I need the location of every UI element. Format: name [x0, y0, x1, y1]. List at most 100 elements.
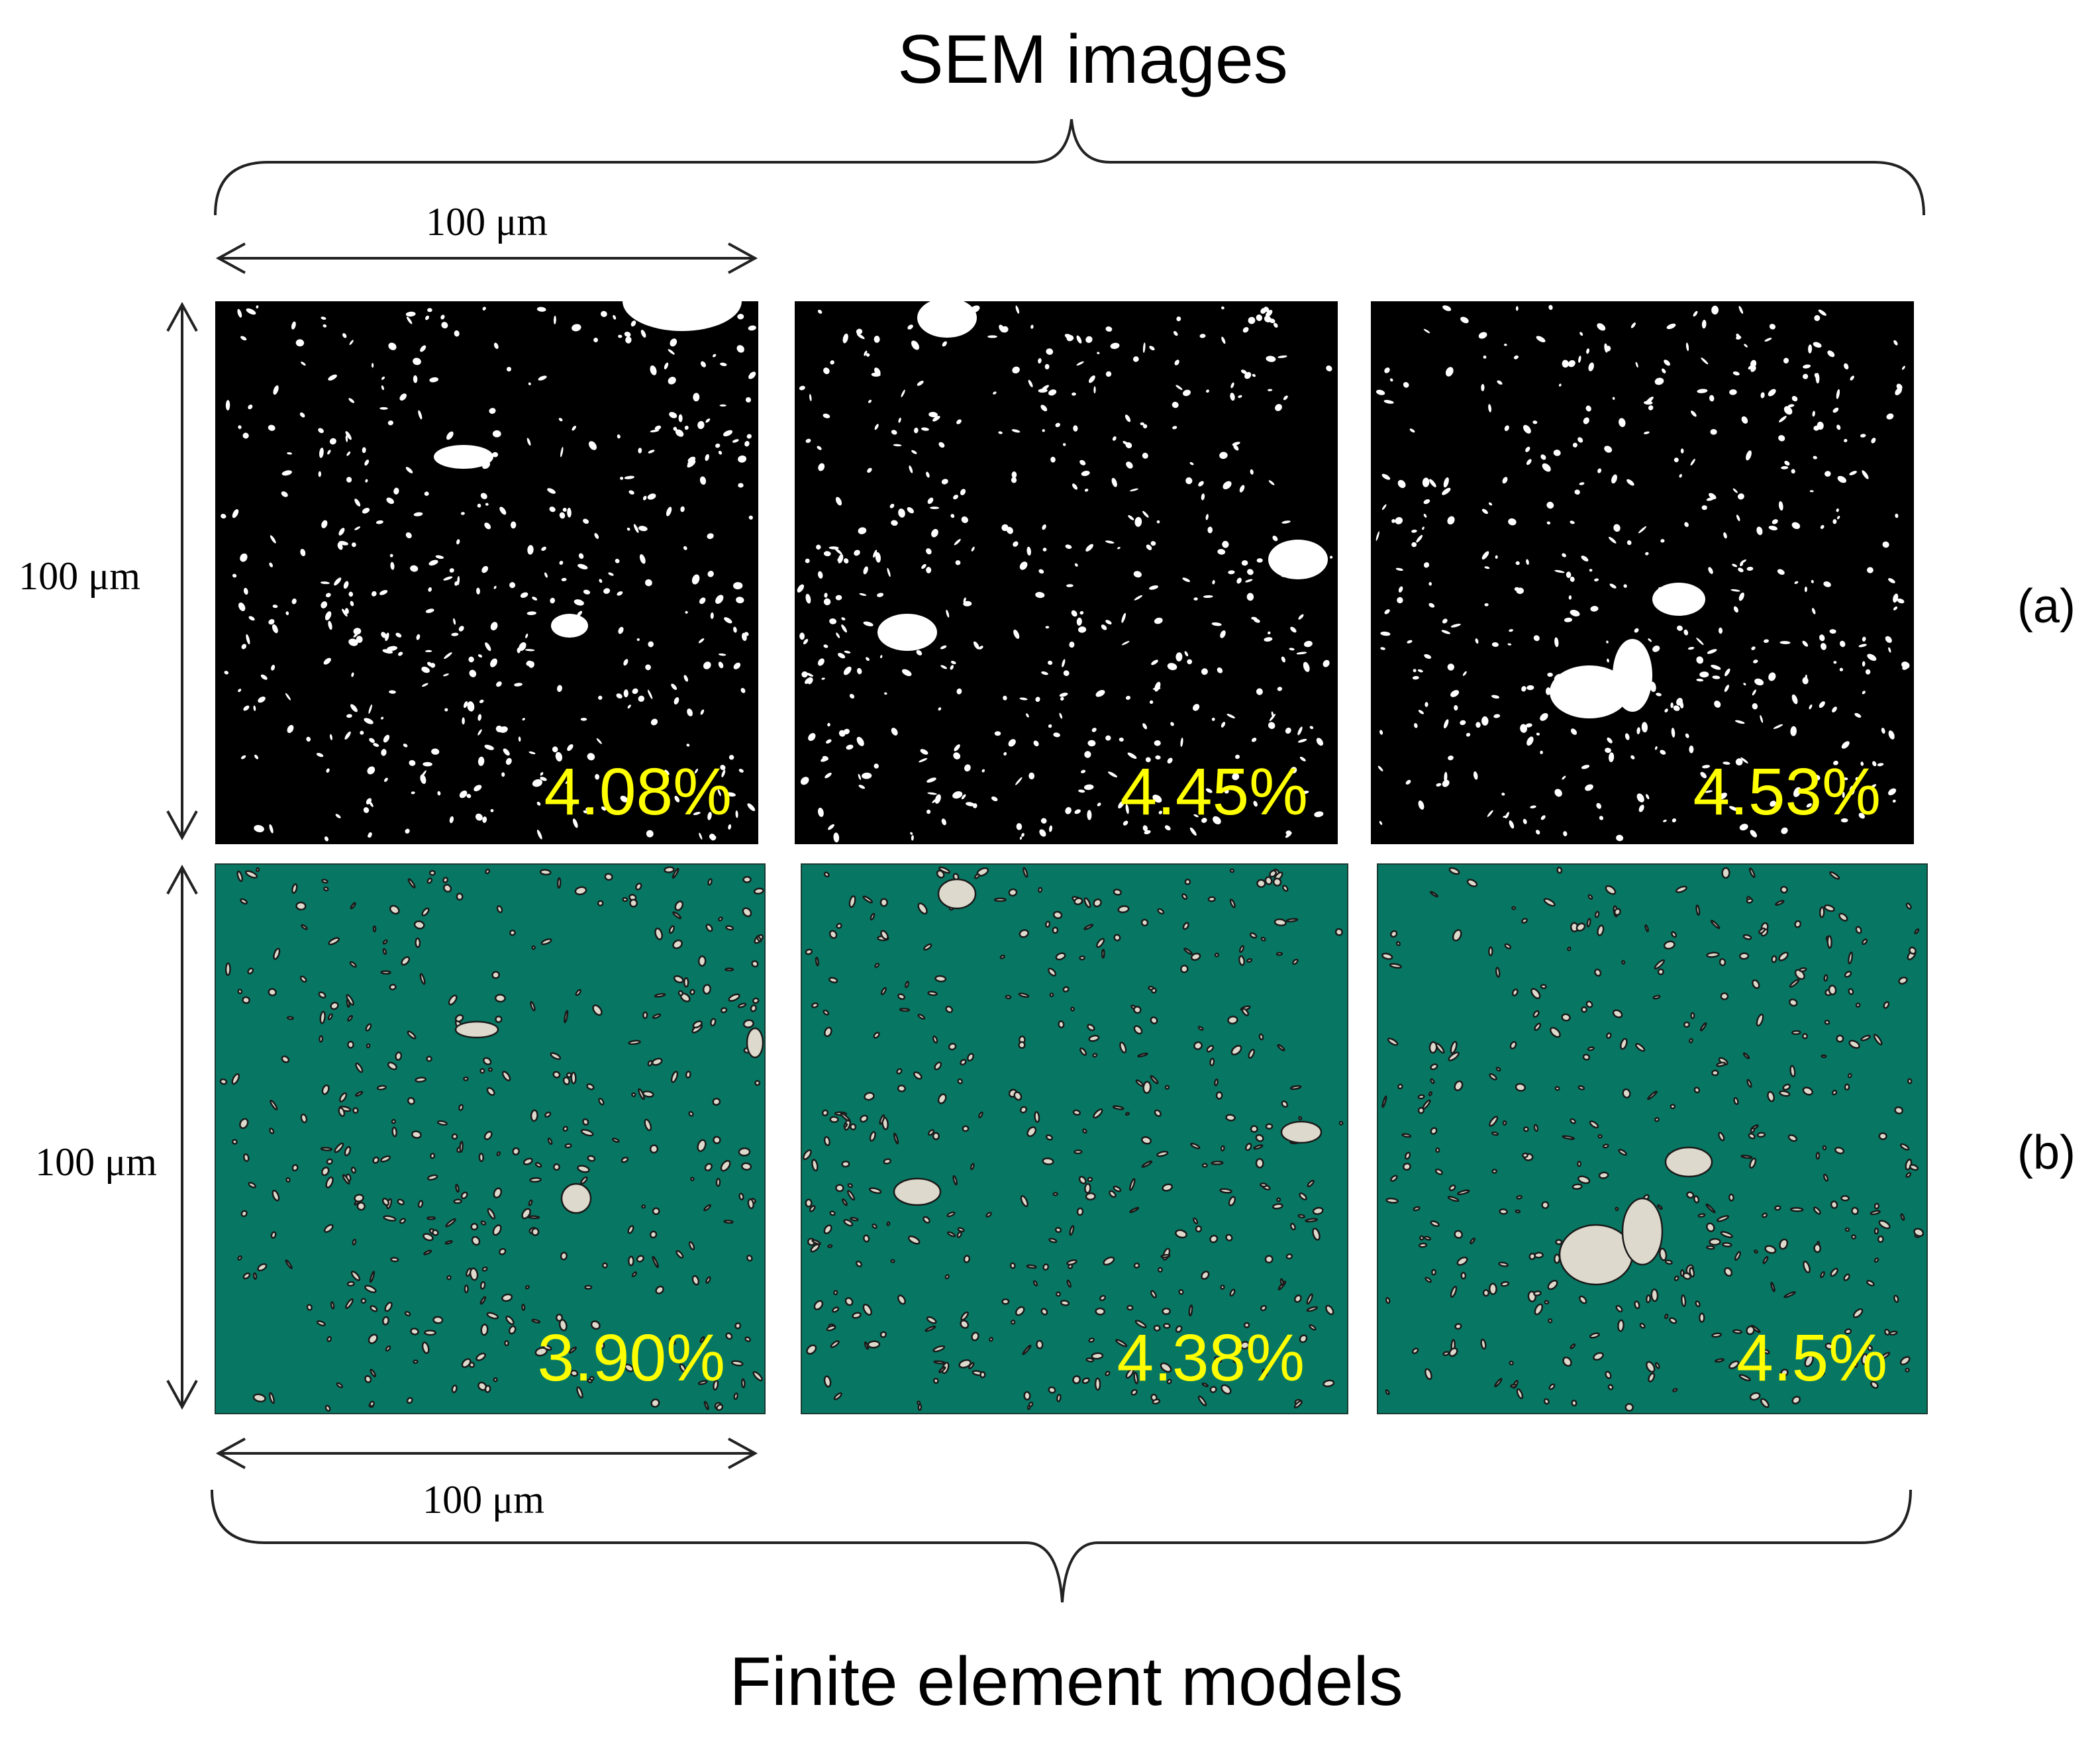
particle — [1802, 677, 1809, 685]
particle — [750, 372, 754, 378]
particle — [1498, 1261, 1509, 1267]
particle — [1101, 948, 1105, 959]
particle — [1309, 1324, 1317, 1331]
particle — [1799, 967, 1807, 973]
particle — [693, 812, 701, 816]
particle — [1405, 1151, 1411, 1160]
particle — [728, 755, 734, 760]
particle — [973, 641, 979, 650]
particle — [1011, 477, 1017, 483]
particle — [405, 467, 413, 473]
particle — [1556, 866, 1563, 874]
particle — [427, 308, 432, 313]
particle — [1026, 1264, 1037, 1269]
particle — [1767, 1091, 1775, 1102]
particle — [797, 584, 805, 593]
particle — [873, 550, 877, 558]
particle — [1746, 1079, 1752, 1088]
particle — [1042, 1263, 1050, 1271]
particle — [1093, 1108, 1103, 1119]
particle — [1723, 761, 1730, 765]
particle — [495, 1015, 503, 1023]
particle — [252, 1272, 258, 1280]
particle — [737, 1002, 747, 1008]
particle — [1574, 489, 1580, 495]
particle — [350, 704, 358, 712]
particle — [1188, 1304, 1193, 1317]
particle — [991, 796, 998, 802]
particle — [1532, 1010, 1540, 1018]
particle — [1105, 540, 1115, 544]
particle — [891, 520, 898, 526]
particle — [1542, 463, 1551, 472]
particle — [1546, 501, 1554, 509]
particle — [490, 622, 498, 631]
particle — [1157, 908, 1165, 915]
particle — [1117, 547, 1121, 550]
particle — [1594, 578, 1599, 582]
particle — [1547, 1279, 1558, 1290]
particle — [858, 527, 867, 534]
particle — [572, 818, 578, 828]
particle — [454, 1014, 464, 1023]
particle — [256, 305, 259, 309]
particle — [1454, 1230, 1464, 1239]
particle — [1579, 332, 1583, 336]
particle — [1808, 344, 1813, 354]
particle — [932, 1132, 940, 1141]
particle — [530, 1109, 538, 1122]
particle — [956, 688, 962, 695]
particle — [494, 994, 506, 1003]
particle — [647, 689, 653, 699]
particle — [724, 617, 732, 624]
particle — [1588, 362, 1594, 371]
particle — [562, 507, 567, 512]
particle — [443, 576, 453, 581]
particle — [1562, 553, 1566, 558]
particle — [560, 446, 564, 458]
particle — [1172, 401, 1179, 409]
particle — [1206, 389, 1209, 393]
particle — [1888, 647, 1891, 653]
particle — [1883, 1001, 1890, 1009]
particle — [1385, 1197, 1399, 1204]
particle — [877, 593, 884, 597]
particle — [1609, 536, 1617, 544]
particle — [1276, 1197, 1281, 1202]
particle — [219, 1078, 228, 1085]
particle — [1563, 831, 1568, 836]
particle — [599, 579, 603, 583]
particle — [1092, 1053, 1098, 1058]
particle — [1877, 1236, 1884, 1243]
particle — [1625, 1403, 1634, 1412]
particle — [993, 391, 997, 395]
particle — [862, 895, 874, 904]
particle — [835, 1184, 844, 1192]
particle — [528, 382, 531, 385]
particle — [291, 321, 296, 330]
particle — [391, 1126, 398, 1138]
particle — [1823, 1173, 1828, 1182]
particle — [1334, 928, 1343, 936]
particle — [811, 1239, 821, 1245]
particle — [846, 744, 854, 750]
particle — [1306, 1293, 1313, 1305]
particle — [299, 412, 305, 418]
particle — [1480, 1338, 1487, 1350]
particle — [649, 1144, 659, 1154]
large-particle — [937, 878, 977, 910]
particle — [346, 998, 350, 1008]
particle — [1525, 723, 1532, 728]
particle — [1840, 1195, 1850, 1202]
particle — [383, 1215, 397, 1222]
particle — [321, 1084, 330, 1095]
large-particle — [551, 614, 588, 638]
particle — [963, 601, 972, 606]
particle — [963, 597, 966, 603]
particle — [952, 791, 963, 799]
particle — [1146, 544, 1152, 550]
particle — [1561, 1013, 1571, 1022]
particle — [1748, 365, 1754, 370]
particle — [1893, 593, 1899, 603]
particle — [1825, 471, 1831, 477]
